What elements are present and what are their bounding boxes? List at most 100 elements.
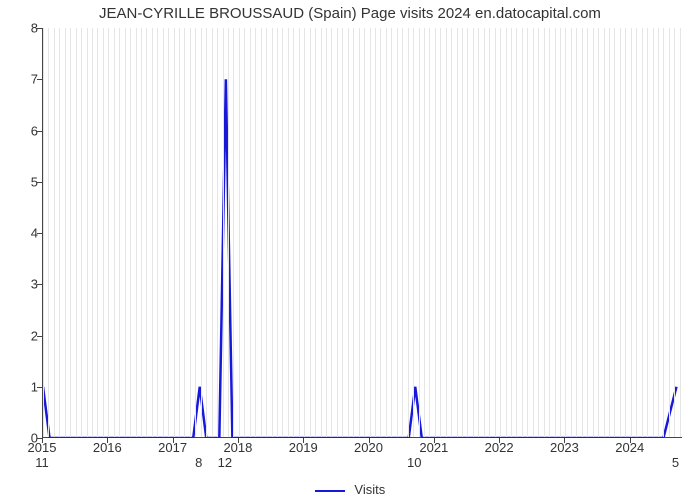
x-tick-mark <box>173 438 174 443</box>
gridline-vertical <box>457 28 458 437</box>
gridline-vertical <box>506 28 507 437</box>
gridline-vertical <box>614 28 615 437</box>
gridline-vertical <box>130 28 131 437</box>
gridline-vertical <box>70 28 71 437</box>
gridline-vertical <box>533 28 534 437</box>
gridline-vertical <box>604 28 605 437</box>
gridline-vertical <box>244 28 245 437</box>
gridline-vertical <box>663 28 664 437</box>
point-data-label: 5 <box>672 455 679 470</box>
gridline-vertical <box>467 28 468 437</box>
point-data-label: 11 <box>35 455 49 470</box>
gridline-vertical <box>527 28 528 437</box>
gridline-vertical <box>451 28 452 437</box>
gridline-vertical <box>495 28 496 437</box>
gridline-vertical <box>174 28 175 437</box>
point-data-label: 10 <box>407 455 421 470</box>
y-tick-mark <box>37 387 42 388</box>
gridline-vertical <box>446 28 447 437</box>
gridline-vertical <box>370 28 371 437</box>
gridline-vertical <box>511 28 512 437</box>
gridline-vertical <box>484 28 485 437</box>
gridline-vertical <box>359 28 360 437</box>
gridline-vertical <box>419 28 420 437</box>
gridline-vertical <box>163 28 164 437</box>
y-tick-mark <box>37 182 42 183</box>
gridline-vertical <box>190 28 191 437</box>
gridline-vertical <box>43 28 44 437</box>
gridline-vertical <box>59 28 60 437</box>
gridline-vertical <box>620 28 621 437</box>
gridline-vertical <box>337 28 338 437</box>
gridline-vertical <box>402 28 403 437</box>
gridline-vertical <box>544 28 545 437</box>
gridline-vertical <box>516 28 517 437</box>
gridline-vertical <box>331 28 332 437</box>
gridline-vertical <box>397 28 398 437</box>
gridline-vertical <box>478 28 479 437</box>
gridline-vertical <box>424 28 425 437</box>
gridline-vertical <box>277 28 278 437</box>
gridline-vertical <box>386 28 387 437</box>
gridline-vertical <box>146 28 147 437</box>
gridline-vertical <box>293 28 294 437</box>
gridline-vertical <box>266 28 267 437</box>
gridline-vertical <box>299 28 300 437</box>
gridline-vertical <box>152 28 153 437</box>
gridline-vertical <box>353 28 354 437</box>
gridline-vertical <box>125 28 126 437</box>
gridline-vertical <box>54 28 55 437</box>
gridline-vertical <box>261 28 262 437</box>
gridline-vertical <box>201 28 202 437</box>
gridline-vertical <box>587 28 588 437</box>
gridline-vertical <box>65 28 66 437</box>
gridline-vertical <box>576 28 577 437</box>
gridline-vertical <box>473 28 474 437</box>
gridline-vertical <box>92 28 93 437</box>
gridline-vertical <box>647 28 648 437</box>
gridline-vertical <box>658 28 659 437</box>
gridline-vertical <box>81 28 82 437</box>
y-tick-mark <box>37 284 42 285</box>
gridline-vertical <box>321 28 322 437</box>
y-tick-mark <box>37 28 42 29</box>
gridline-vertical <box>609 28 610 437</box>
gridline-vertical <box>565 28 566 437</box>
legend-swatch <box>315 490 345 492</box>
gridline-vertical <box>560 28 561 437</box>
gridline-vertical <box>179 28 180 437</box>
gridline-vertical <box>440 28 441 437</box>
x-tick-mark <box>499 438 500 443</box>
gridline-vertical <box>223 28 224 437</box>
plot-area <box>42 28 682 438</box>
x-tick-mark <box>564 438 565 443</box>
gridline-vertical <box>653 28 654 437</box>
gridline-vertical <box>141 28 142 437</box>
gridline-vertical <box>250 28 251 437</box>
gridline-vertical <box>136 28 137 437</box>
gridline-vertical <box>571 28 572 437</box>
x-tick-mark <box>303 438 304 443</box>
gridline-vertical <box>195 28 196 437</box>
gridline-vertical <box>598 28 599 437</box>
gridline-vertical <box>435 28 436 437</box>
gridline-vertical <box>239 28 240 437</box>
x-tick-mark <box>238 438 239 443</box>
gridline-vertical <box>76 28 77 437</box>
gridline-vertical <box>228 28 229 437</box>
gridline-vertical <box>500 28 501 437</box>
gridline-vertical <box>680 28 681 437</box>
x-tick-mark <box>107 438 108 443</box>
gridline-vertical <box>217 28 218 437</box>
chart-title: JEAN-CYRILLE BROUSSAUD (Spain) Page visi… <box>0 5 700 22</box>
gridline-vertical <box>408 28 409 437</box>
gridline-vertical <box>582 28 583 437</box>
gridline-vertical <box>593 28 594 437</box>
gridline-vertical <box>315 28 316 437</box>
x-tick-mark <box>369 438 370 443</box>
gridline-vertical <box>555 28 556 437</box>
gridline-vertical <box>282 28 283 437</box>
x-tick-mark <box>434 438 435 443</box>
y-tick-mark <box>37 79 42 80</box>
gridline-vertical <box>489 28 490 437</box>
